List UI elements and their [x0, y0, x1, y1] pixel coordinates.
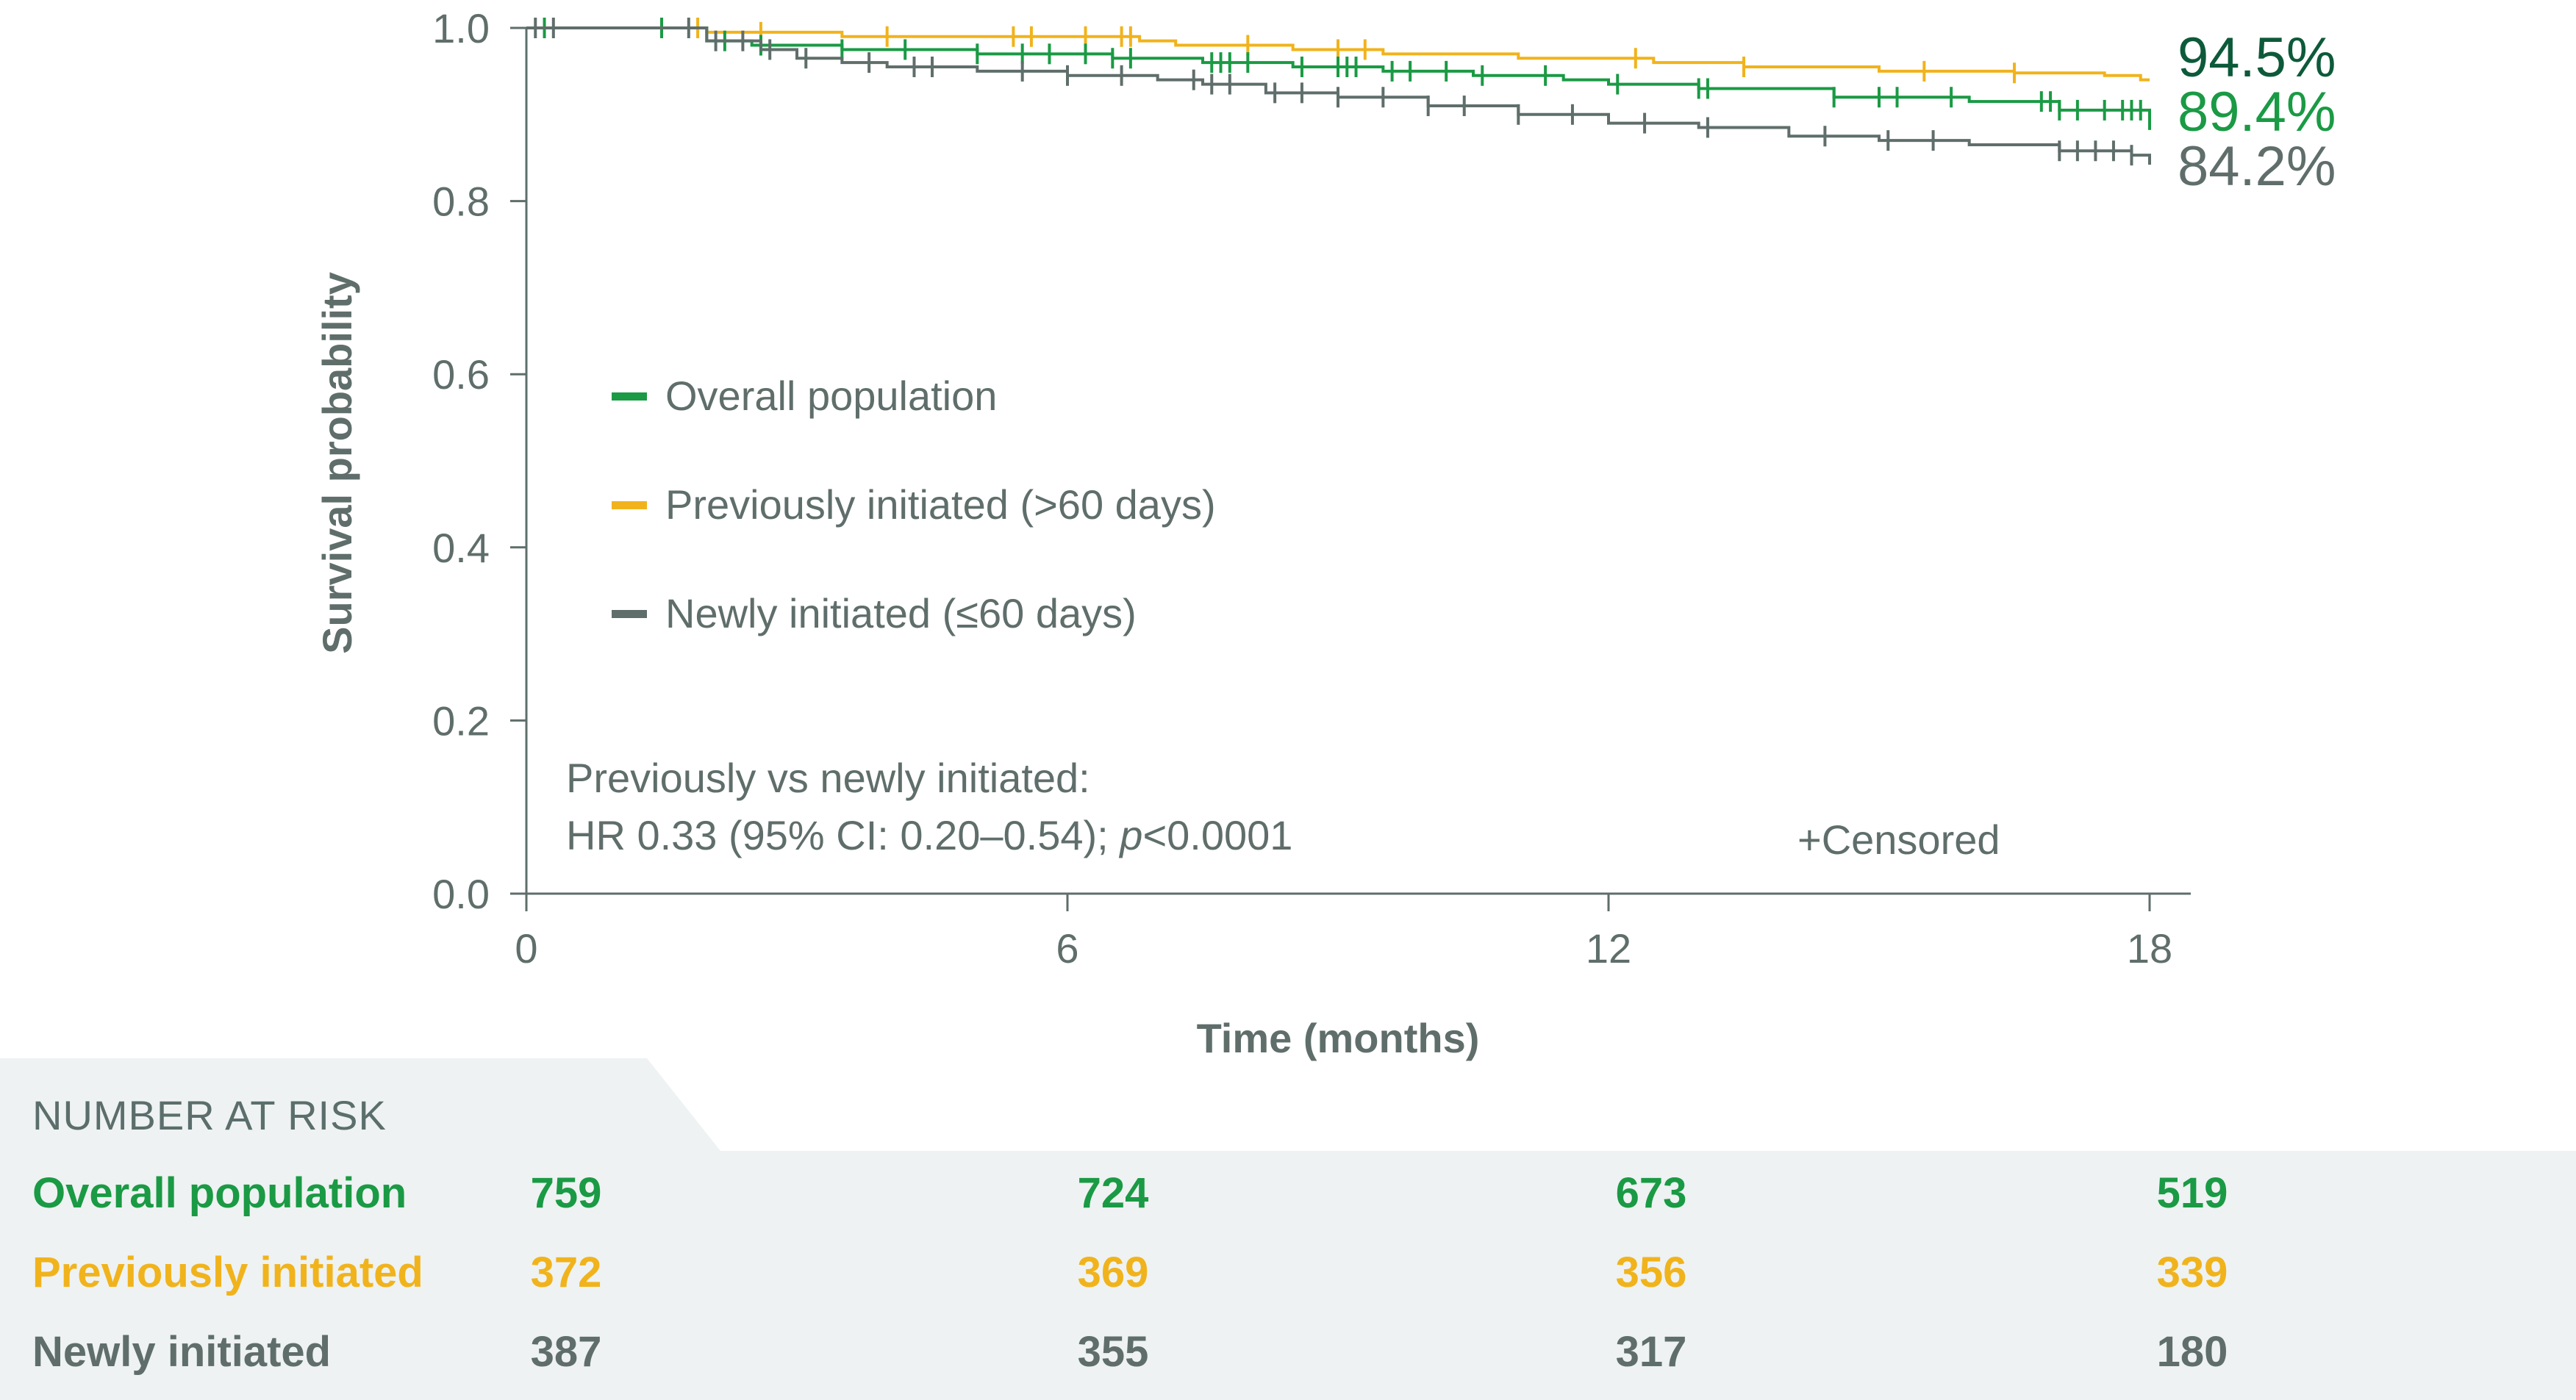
risk-row-previously: Previously initiated 372 369 356 339 [32, 1248, 2532, 1307]
x-tick-label: 6 [1056, 925, 1078, 972]
risk-value: 387 [530, 1328, 602, 1376]
legend-label-overall: Overall population [665, 373, 997, 419]
risk-row-label: Overall population [32, 1169, 407, 1217]
risk-value: 759 [530, 1169, 602, 1217]
risk-row-label: Previously initiated [32, 1249, 423, 1296]
y-tick-label: 0.2 [432, 697, 490, 744]
y-tick-label: 0.4 [432, 525, 490, 571]
hr-annotation-suffix: <0.0001 [1142, 812, 1292, 858]
risk-table-title: NUMBER AT RISK [32, 1092, 387, 1138]
hr-annotation-p: p [1118, 812, 1142, 858]
legend-swatch-overall [612, 392, 647, 401]
x-tick-group: 0 6 12 18 [515, 894, 2172, 972]
legend-label-previously: Previously initiated (>60 days) [665, 481, 1216, 528]
legend-label-newly: Newly initiated (≤60 days) [665, 590, 1137, 636]
legend-swatch-previously [612, 501, 647, 509]
censored-legend: +Censored [1797, 816, 2000, 863]
risk-value: 519 [2156, 1169, 2228, 1217]
end-labels: 89.4%94.5% 84.2% [2178, 26, 2336, 198]
y-tick-label: 1.0 [432, 5, 490, 51]
risk-value: 372 [530, 1249, 602, 1296]
y-tick-label: 0.0 [432, 871, 490, 917]
risk-value: 724 [1077, 1169, 1149, 1217]
risk-value: 317 [1615, 1328, 1687, 1376]
series-line-overall [526, 26, 2151, 120]
x-tick-label: 12 [1586, 925, 1631, 972]
risk-value: 339 [2156, 1249, 2228, 1296]
risk-table-background [0, 1058, 2576, 1400]
y-tick-group: 0.0 0.2 0.4 0.6 0.8 1.0 [432, 5, 526, 917]
hr-annotation-line2: HR 0.33 (95% CI: 0.20–0.54); p<0.0001 [566, 812, 1292, 858]
x-tick-label: 0 [515, 925, 537, 972]
end-label-overall: 89.4% [2178, 81, 2336, 143]
series-line-previously [526, 26, 2150, 82]
y-axis-label: Survival probability [314, 272, 360, 654]
risk-row-newly: Newly initiated 387 355 317 180 [32, 1327, 2532, 1386]
legend: Overall population Previously initiated … [612, 373, 1216, 636]
risk-value: 369 [1077, 1249, 1149, 1296]
end-label-previously: 94.5% [2178, 26, 2336, 89]
legend-swatch-newly [612, 610, 647, 618]
x-tick-label: 18 [2127, 925, 2172, 972]
x-axis-label: Time (months) [1197, 1015, 1480, 1061]
end-label-newly: 84.2% [2178, 135, 2336, 198]
chart-axes [525, 28, 2191, 895]
risk-value: 355 [1077, 1328, 1149, 1376]
risk-value: 673 [1615, 1169, 1687, 1217]
survival-curves [526, 18, 2151, 166]
y-tick-label: 0.8 [432, 179, 490, 225]
risk-value: 356 [1615, 1249, 1687, 1296]
hr-annotation-line1: Previously vs newly initiated: [566, 755, 1090, 801]
hr-annotation-prefix: HR 0.33 (95% CI: 0.20–0.54); [566, 812, 1120, 858]
y-tick-label: 0.6 [432, 351, 490, 398]
risk-row-overall: Overall population 759 724 673 519 [32, 1169, 2532, 1227]
risk-row-label: Newly initiated [32, 1328, 332, 1376]
risk-value: 180 [2156, 1328, 2228, 1376]
